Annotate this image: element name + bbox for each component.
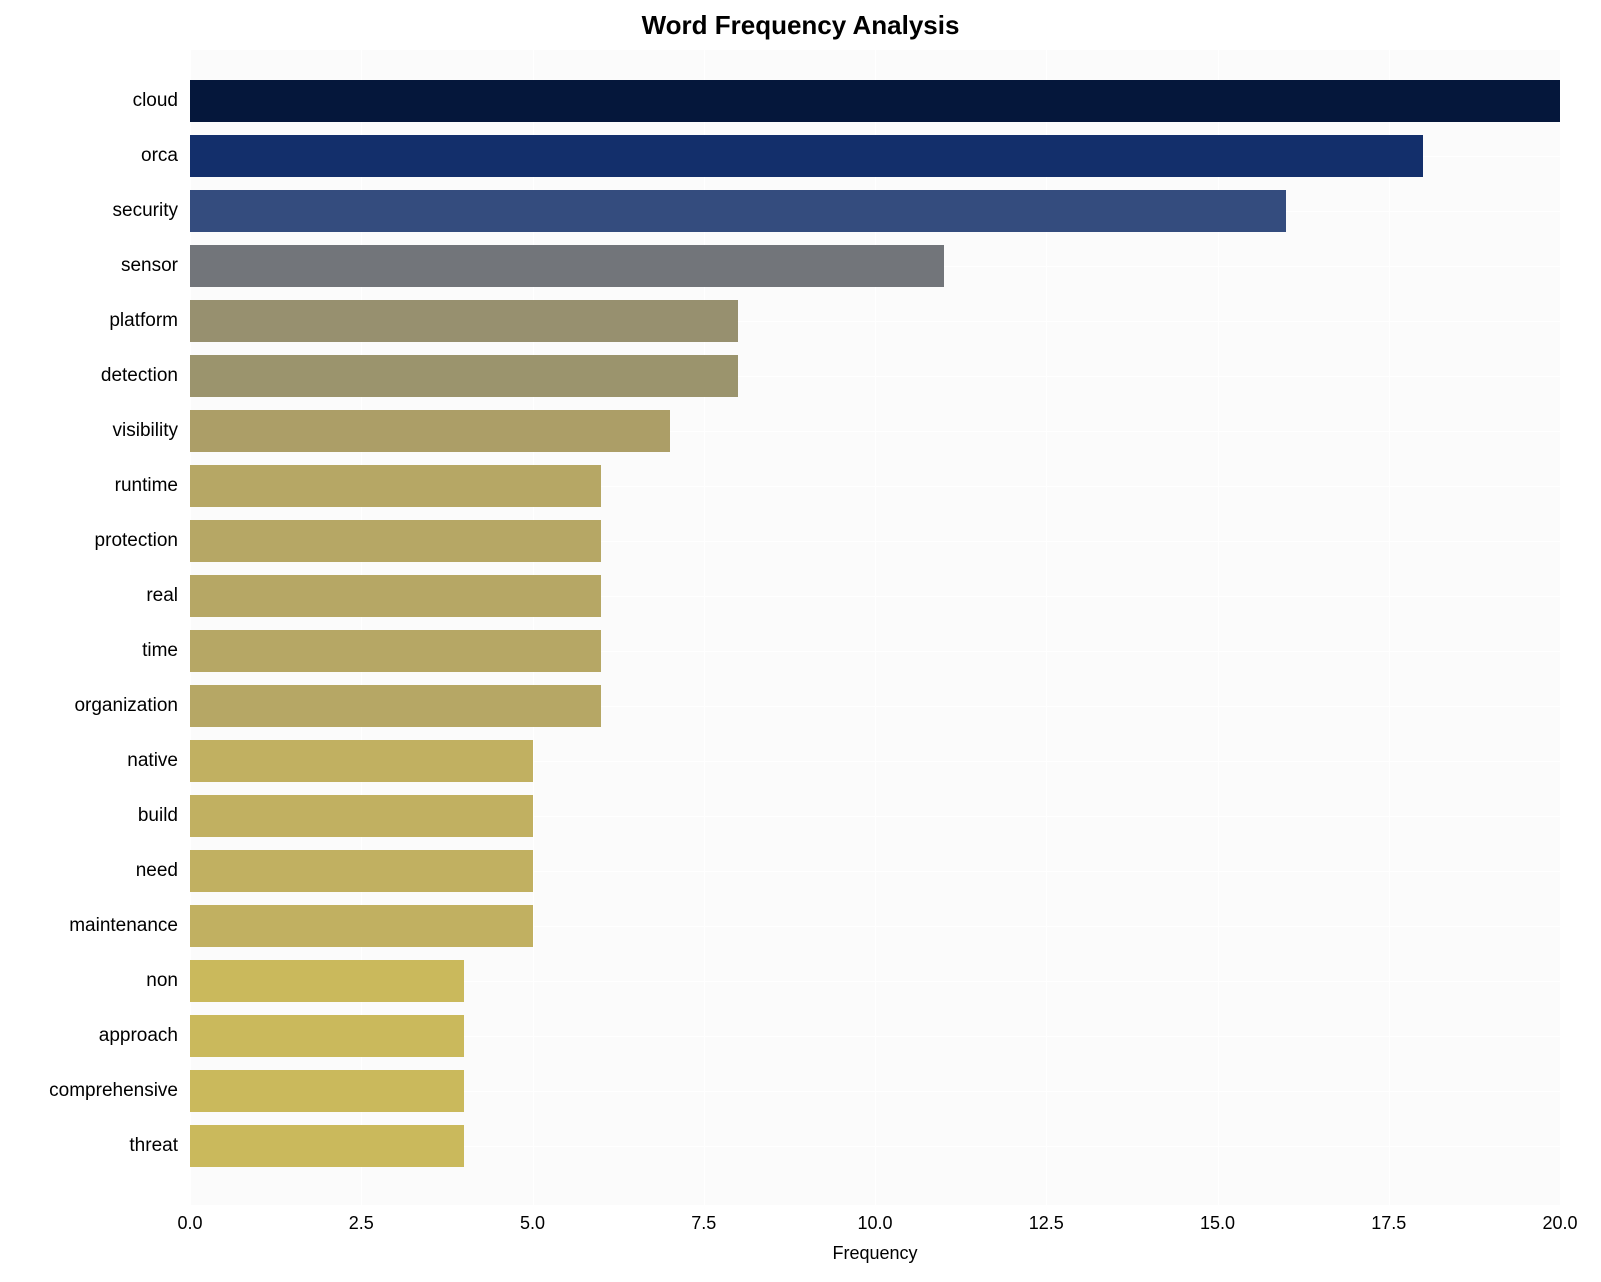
plot-area xyxy=(190,50,1560,1205)
bar xyxy=(190,795,533,837)
bar xyxy=(190,1125,464,1167)
y-tick-label: cloud xyxy=(133,90,178,112)
bar xyxy=(190,850,533,892)
bar xyxy=(190,740,533,782)
chart-container: Word Frequency Analysis Frequency 0.0 2.5… xyxy=(0,0,1601,1282)
y-tick-label: threat xyxy=(129,1135,178,1157)
x-axis-title: Frequency xyxy=(832,1243,917,1264)
y-tick-label: time xyxy=(142,640,178,662)
bar xyxy=(190,905,533,947)
x-tick-label: 0.0 xyxy=(177,1213,202,1234)
y-tick-label: protection xyxy=(95,530,178,552)
y-tick-label: orca xyxy=(141,145,178,167)
bar xyxy=(190,685,601,727)
bar xyxy=(190,190,1286,232)
y-tick-label: detection xyxy=(101,365,178,387)
chart-title: Word Frequency Analysis xyxy=(0,10,1601,41)
x-tick-label: 20.0 xyxy=(1542,1213,1577,1234)
bar xyxy=(190,465,601,507)
y-tick-label: real xyxy=(146,585,178,607)
bar xyxy=(190,1015,464,1057)
y-tick-label: organization xyxy=(74,695,178,717)
y-tick-label: comprehensive xyxy=(49,1080,178,1102)
bar xyxy=(190,355,738,397)
gridline-vertical xyxy=(1560,50,1561,1205)
x-tick-label: 17.5 xyxy=(1371,1213,1406,1234)
x-tick-label: 10.0 xyxy=(857,1213,892,1234)
y-tick-label: runtime xyxy=(115,475,178,497)
x-tick-label: 5.0 xyxy=(520,1213,545,1234)
y-tick-label: maintenance xyxy=(69,915,178,937)
bar xyxy=(190,80,1560,122)
bar xyxy=(190,520,601,562)
y-tick-label: native xyxy=(127,750,178,772)
bar xyxy=(190,575,601,617)
y-tick-label: build xyxy=(138,805,178,827)
bar xyxy=(190,245,944,287)
bar xyxy=(190,135,1423,177)
gridline-vertical xyxy=(1389,50,1390,1205)
bar xyxy=(190,1070,464,1112)
x-tick-label: 15.0 xyxy=(1200,1213,1235,1234)
y-tick-label: platform xyxy=(109,310,178,332)
x-tick-label: 7.5 xyxy=(691,1213,716,1234)
x-tick-label: 2.5 xyxy=(349,1213,374,1234)
x-tick-label: 12.5 xyxy=(1029,1213,1064,1234)
bar xyxy=(190,960,464,1002)
bar xyxy=(190,300,738,342)
y-tick-label: sensor xyxy=(121,255,178,277)
y-tick-label: non xyxy=(146,970,178,992)
y-tick-label: need xyxy=(136,860,178,882)
bar xyxy=(190,630,601,672)
bar xyxy=(190,410,670,452)
y-tick-label: security xyxy=(113,200,178,222)
y-tick-label: visibility xyxy=(113,420,178,442)
y-tick-label: approach xyxy=(99,1025,178,1047)
